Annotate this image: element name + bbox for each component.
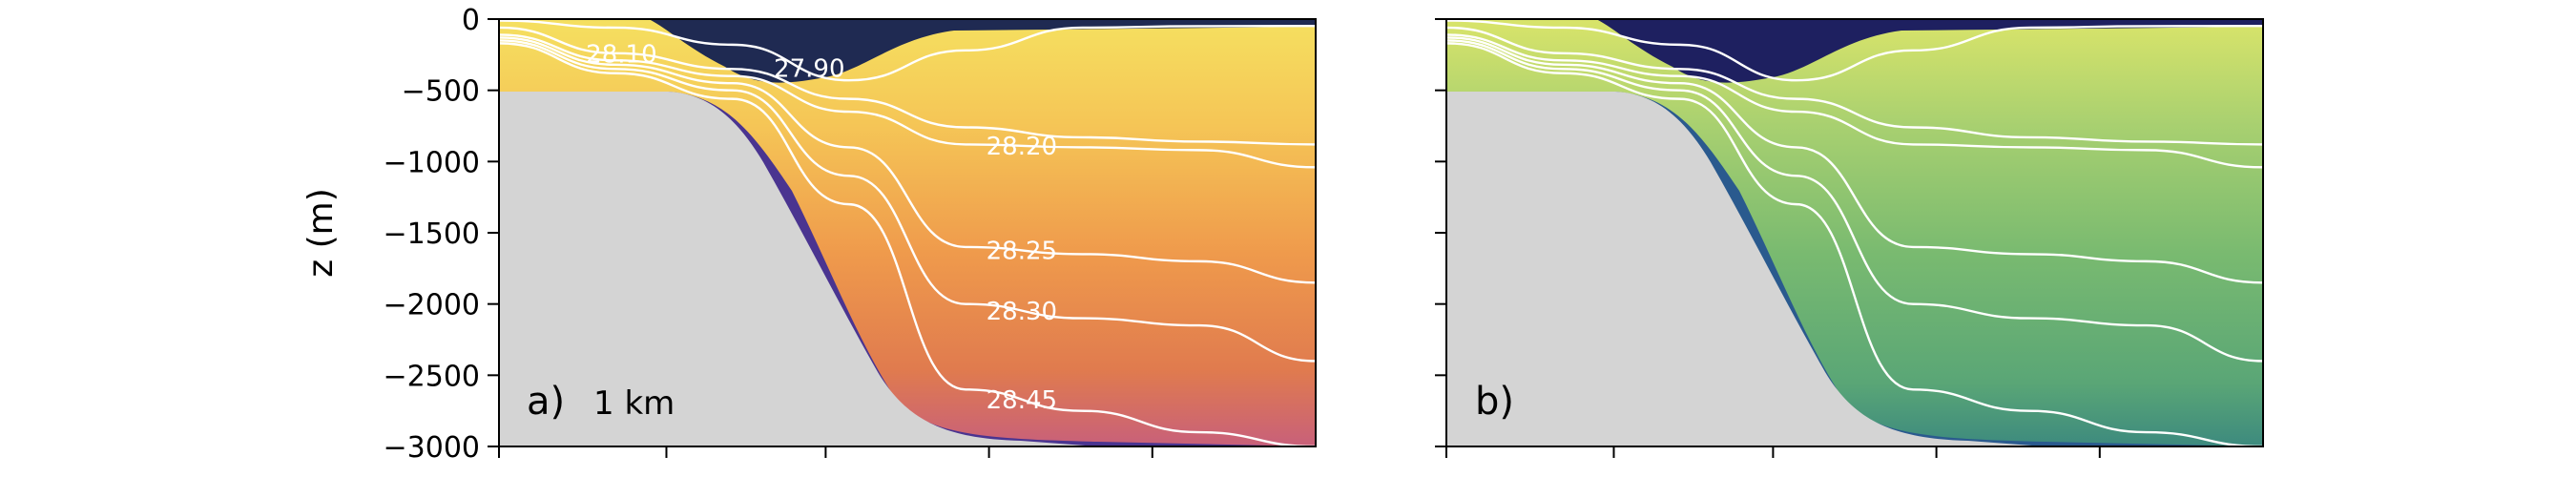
panel-a-bathymetry [499,92,1097,446]
ytick-label: −2000 [384,289,480,322]
ytick-label: −3000 [384,431,480,465]
contour-line [1446,19,2263,82]
contour-line [1446,33,2263,169]
contour-line [499,19,1316,82]
contour-line [499,33,1316,169]
contour-line [499,26,1316,146]
panel-a-yticks: 0 −500 −1000 −1500 −2000 −2500 −3000 [384,4,499,465]
panel-a-surface-water [499,19,1316,83]
contour-label: 28.30 [987,298,1057,326]
panel-b-contours [1446,19,2263,446]
ytick-label: 0 [462,4,480,37]
contour-label: 28.45 [987,386,1057,415]
contour-line [1446,39,2263,363]
contour-line [499,36,1316,284]
panel-a-annotation: 1 km [593,384,675,423]
ytick-label: −1500 [384,218,480,251]
panel-a-xticks [498,446,1153,458]
panel-b-surface-water [1446,19,2263,83]
panel-b-bathymetry [1446,92,2045,446]
contour-line [1446,36,2263,284]
contour-label: 27.90 [774,55,844,84]
contour-line [1446,26,2263,146]
contour-line [499,42,1316,446]
contour-label: 28.20 [987,133,1057,161]
panel-a-ylabel: z (m) [301,188,341,278]
panel-b-yticks [1435,18,1446,447]
contour-line [1446,42,2263,446]
ytick-label: −2500 [384,360,480,393]
panel-b-xticks [1445,446,2101,458]
panel-a-label: a) [527,380,565,424]
panel-b: b) [1435,18,2264,458]
panel-b-label: b) [1475,380,1514,424]
ytick-label: −1000 [384,146,480,179]
ytick-label: −500 [402,75,480,109]
contour-line [499,39,1316,363]
contour-label: 28.25 [987,238,1057,266]
